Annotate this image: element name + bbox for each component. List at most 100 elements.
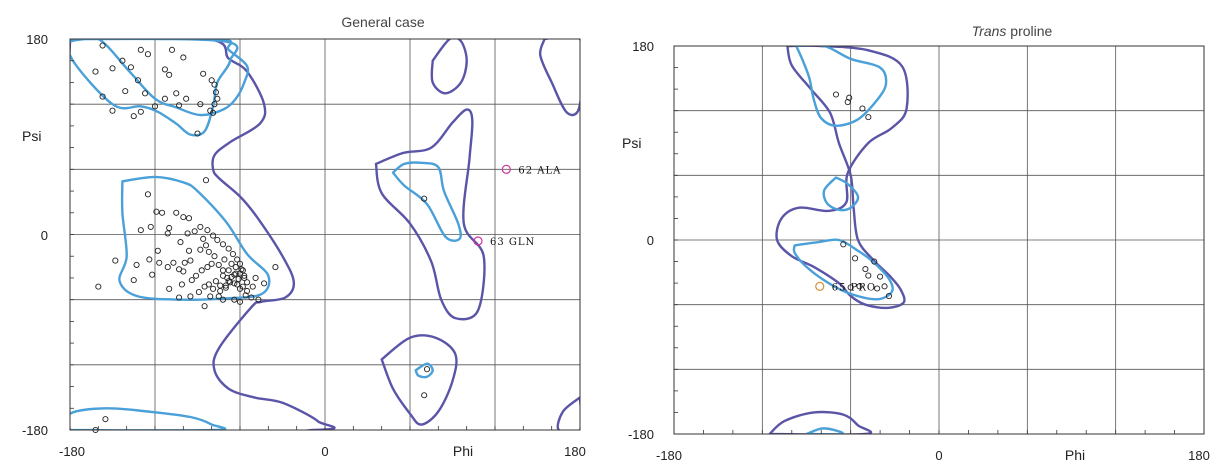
residue-point: [184, 230, 191, 237]
residue-point: [228, 273, 235, 280]
residue-point: [212, 278, 219, 285]
residue-point: [227, 279, 234, 286]
residue-point: [144, 191, 151, 198]
residue-point: [187, 293, 194, 300]
gridlines: [674, 46, 1204, 434]
favoured-region-contour: [118, 175, 271, 301]
residue-point: [856, 283, 863, 290]
residue-point: [235, 275, 242, 283]
residue-point: [166, 71, 173, 78]
y-tick-label: 180: [26, 32, 48, 47]
residue-point: [188, 277, 195, 284]
residue-point: [225, 267, 232, 274]
residue-point: [248, 294, 255, 301]
favoured-region-contour: [414, 362, 434, 379]
outlier-point: [473, 236, 483, 246]
residue-point: [166, 224, 173, 232]
residue-point: [232, 264, 239, 271]
residue-point: [231, 296, 238, 303]
residue-point: [166, 285, 173, 292]
residue-point: [236, 298, 244, 305]
residue-point: [201, 303, 208, 310]
residue-point: [219, 267, 227, 274]
residue-point: [847, 284, 854, 291]
residue-point: [222, 284, 229, 291]
residue-point: [180, 54, 187, 61]
residue-point: [185, 215, 193, 222]
residue-point: [200, 70, 207, 77]
gridlines: [70, 39, 580, 430]
residue-point: [211, 253, 218, 260]
residue-point: [99, 93, 106, 100]
residue-point: [874, 285, 881, 292]
allowed-region-contour: [380, 334, 458, 426]
residue-point: [222, 282, 229, 289]
minor-ticks: [69, 38, 581, 431]
allowed-region-contour: [374, 108, 486, 321]
plot-title-italic: Trans: [972, 23, 1007, 39]
residue-point: [137, 108, 144, 115]
residue-point: [109, 65, 116, 72]
x-tick-label: 0: [935, 448, 942, 463]
residue-point: [225, 278, 232, 285]
y-tick-label: 0: [41, 228, 48, 243]
residue-point: [211, 81, 218, 88]
residue-point: [423, 366, 431, 373]
favoured-region-contour: [795, 46, 888, 128]
residue-point: [236, 260, 244, 267]
allowed-region-contour: [70, 39, 336, 430]
residue-point: [204, 264, 211, 271]
y-tick-label: 180: [632, 39, 654, 54]
residue-point: [852, 255, 859, 262]
residue-point: [197, 223, 204, 230]
residue-point: [137, 227, 144, 234]
residue-point: [219, 296, 227, 303]
residue-point: [205, 248, 212, 255]
residue-point: [92, 68, 99, 75]
residue-point: [161, 66, 168, 73]
residue-point: [176, 294, 183, 301]
residue-point: [862, 266, 869, 273]
residue-point: [844, 98, 851, 106]
residue-point: [421, 392, 428, 399]
x-tick-label: 180: [564, 444, 586, 459]
residue-point: [871, 258, 878, 265]
residue-point: [881, 283, 888, 290]
y-axis-label: Psi: [622, 135, 641, 151]
residue-point: [151, 103, 159, 110]
data-points: [832, 91, 892, 300]
residue-point: [234, 281, 241, 288]
residue-point: [112, 257, 119, 264]
residue-point: [241, 272, 248, 279]
residue-point: [208, 260, 215, 267]
residue-point: [168, 46, 176, 53]
residue-point: [244, 279, 251, 286]
x-tick-label: -180: [656, 448, 682, 463]
region-contours: [768, 46, 909, 434]
residue-point: [194, 130, 201, 137]
residue-point: [201, 283, 208, 290]
residue-point: [99, 42, 106, 49]
allowed-region-contour: [538, 39, 580, 117]
residue-point: [217, 287, 224, 295]
residue-point: [130, 277, 137, 284]
residue-point: [221, 256, 228, 263]
y-tick-label: -180: [628, 427, 654, 442]
residue-point: [180, 214, 187, 221]
residue-point: [224, 274, 231, 281]
y-tick-label: 0: [647, 233, 654, 248]
residue-point: [846, 94, 853, 101]
outlier-points: 65 PRO: [815, 281, 875, 293]
residue-point: [154, 247, 161, 254]
residue-point: [232, 270, 239, 277]
x-tick-label: 0: [321, 444, 328, 459]
residue-point: [146, 256, 153, 263]
residue-point: [261, 280, 268, 287]
residue-point: [219, 241, 227, 248]
allowed-region-contour: [430, 39, 468, 95]
residue-point: [193, 272, 200, 279]
residue-point: [231, 280, 238, 287]
data-points: [92, 42, 431, 434]
residue-point: [421, 195, 428, 202]
